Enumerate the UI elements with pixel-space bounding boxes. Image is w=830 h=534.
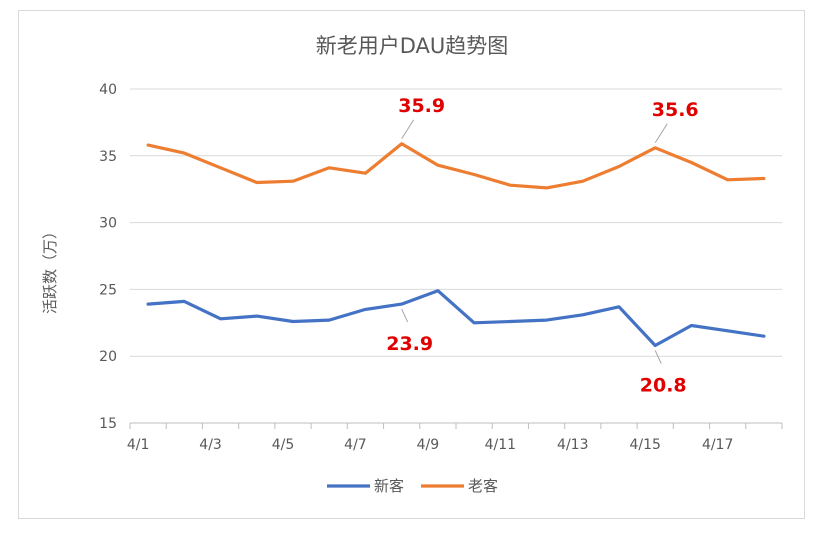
y-tick-label: 40: [99, 82, 117, 98]
x-tick-label: 4/9: [417, 437, 440, 453]
y-tick-labels: 15 20 25 30 35 40: [99, 82, 117, 432]
data-label: 20.8: [640, 375, 687, 397]
legend: 新客 老客: [327, 477, 498, 495]
y-tick-label: 30: [99, 216, 117, 232]
annotation-leader: [654, 350, 662, 364]
data-label: 35.9: [398, 95, 445, 117]
legend-label: 新客: [374, 477, 404, 495]
annotation-leader: [401, 119, 415, 140]
x-tick-label: 4/13: [557, 437, 588, 453]
data-annotations: 35.9 35.6 23.9 20.8: [386, 95, 698, 397]
annotation-leader: [654, 123, 668, 144]
legend-label: 老客: [468, 477, 498, 495]
data-label: 23.9: [386, 333, 433, 355]
chart-frame: 新老用户DAU趋势图 活跃数（万） 15 20 25 30 35 40 4/1 4/3 4/5…: [18, 10, 805, 519]
line-chart: 新老用户DAU趋势图 活跃数（万） 15 20 25 30 35 40 4/1 4/3 4/5…: [41, 34, 783, 495]
x-tick-label: 4/17: [702, 437, 733, 453]
y-axis-label: 活跃数（万）: [41, 224, 59, 314]
series-line-new: [146, 289, 766, 348]
chart-title: 新老用户DAU趋势图: [316, 34, 509, 58]
series-line-old: [146, 142, 766, 190]
data-label: 35.6: [652, 99, 699, 121]
x-axis: 4/1 4/3 4/5 4/7 4/9 4/11 4/13 4/15 4/17: [127, 422, 783, 453]
gridlines: [130, 88, 782, 357]
y-tick-label: 15: [99, 416, 117, 432]
annotation-leader: [401, 308, 409, 323]
x-tick-label: 4/7: [344, 437, 367, 453]
x-tick-label: 4/3: [199, 437, 222, 453]
y-tick-label: 20: [99, 349, 117, 365]
series-lines: [146, 142, 766, 348]
x-tick-label: 4/15: [629, 437, 660, 453]
x-tick-label: 4/5: [272, 437, 295, 453]
x-tick-label: 4/1: [127, 437, 150, 453]
x-tick-label: 4/11: [485, 437, 516, 453]
y-tick-label: 25: [99, 282, 117, 298]
y-tick-label: 35: [99, 149, 117, 165]
